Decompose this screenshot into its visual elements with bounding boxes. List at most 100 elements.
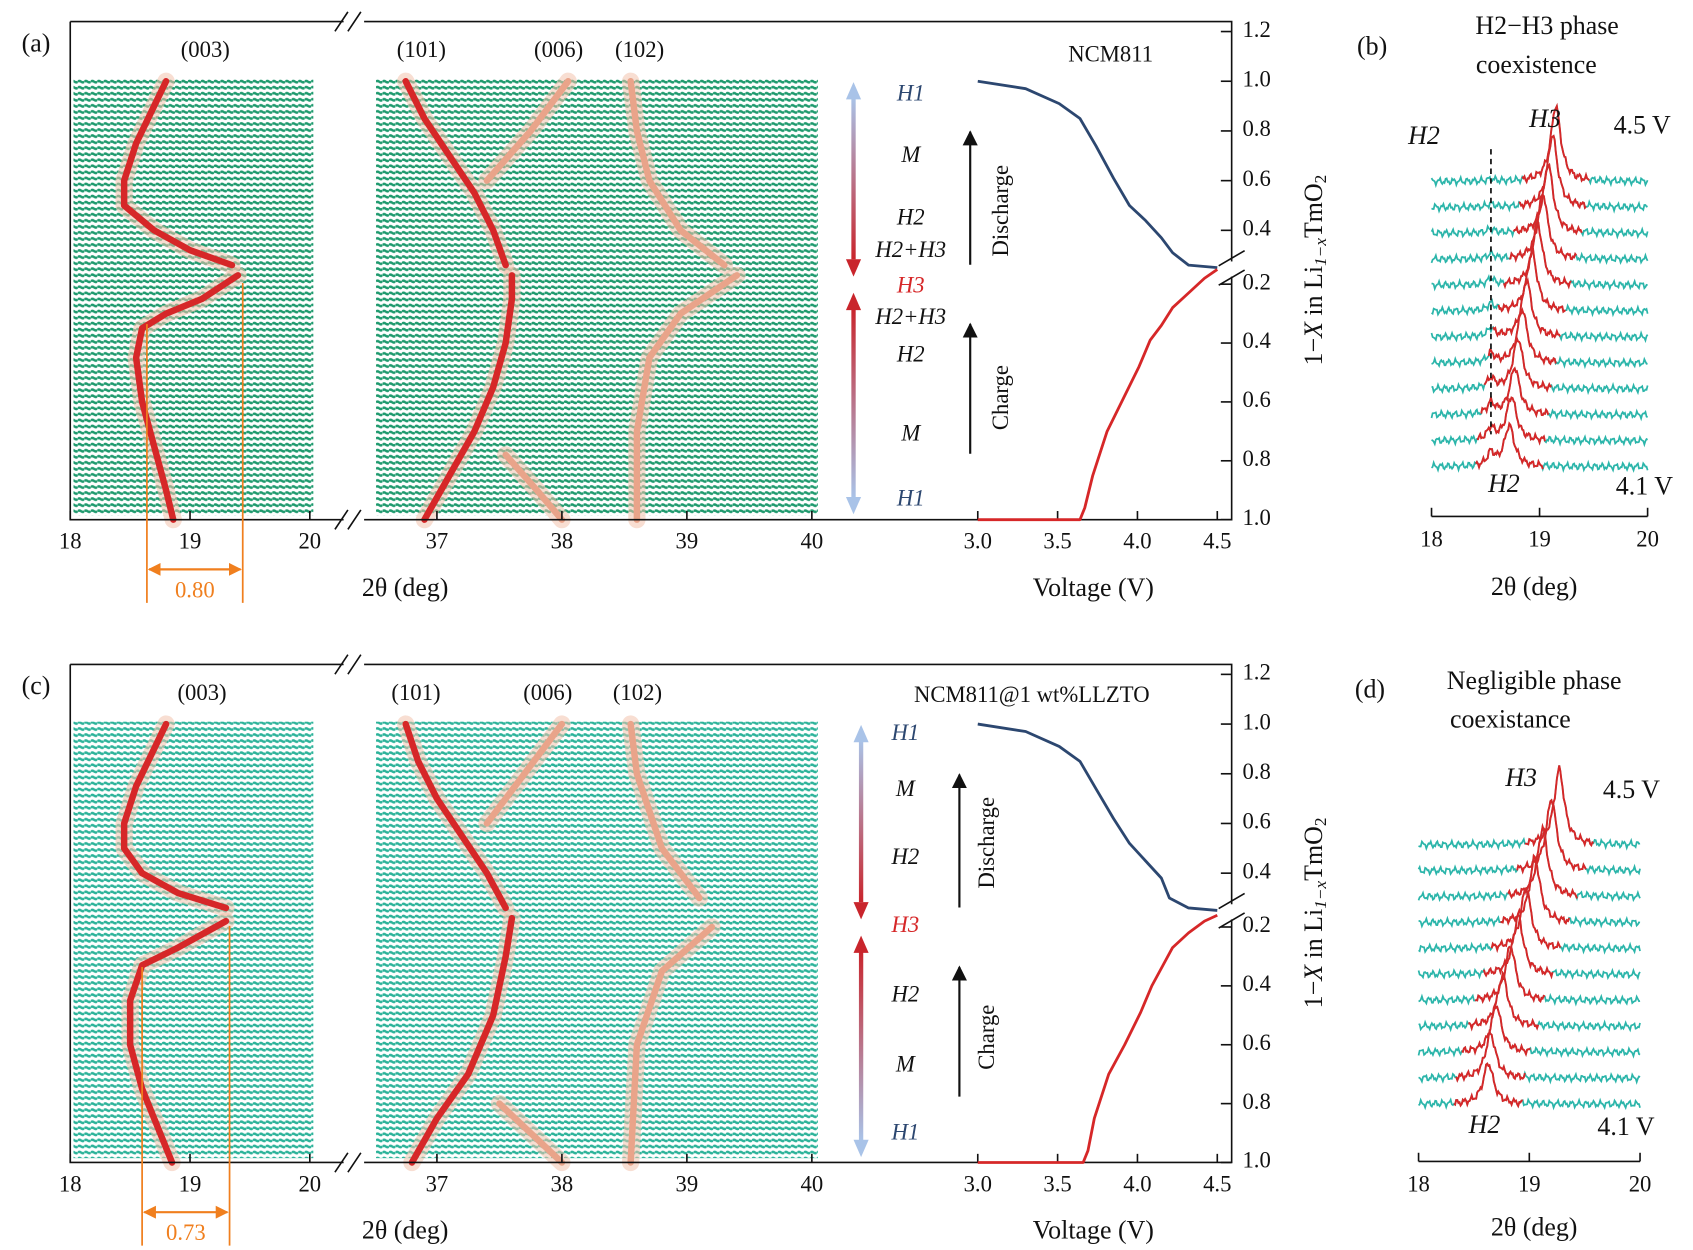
- panel-title: Negligible phase: [1447, 666, 1622, 695]
- voltage-curve: [977, 268, 1219, 522]
- arrow-head: [845, 292, 862, 311]
- y-tick-label: 0.8: [1242, 1089, 1270, 1114]
- x-tick-label: 39: [676, 1171, 699, 1196]
- y-tick-label: 1.2: [1242, 660, 1270, 685]
- peak-trace: [627, 78, 728, 269]
- peak-trace: [421, 272, 516, 523]
- x-tick-label: 37: [426, 1171, 449, 1196]
- x-tick-label: 19: [1518, 1171, 1541, 1196]
- phase-label: H2+H3: [874, 304, 946, 329]
- phase-label: M: [900, 421, 921, 446]
- y-tick-label: 0.2: [1242, 912, 1270, 937]
- xrd-peak: [1468, 970, 1540, 1032]
- y-tick-label: 0.2: [1242, 269, 1270, 294]
- x-tick-label: 20: [298, 529, 321, 554]
- arrow-head: [853, 1139, 869, 1158]
- peak-trace: [496, 1100, 566, 1166]
- peak-trace: [126, 917, 230, 1166]
- sample-label: NCM811@1 wt%LLZTO: [914, 682, 1150, 707]
- arrow-head: [853, 935, 869, 953]
- x-tick-label: 3.0: [964, 529, 992, 554]
- y-label-part: in Li: [1299, 266, 1328, 322]
- y-label-part: X: [1299, 321, 1328, 339]
- y-tick-label: 0.8: [1242, 759, 1270, 784]
- phase-label: H3: [896, 273, 925, 298]
- voltage-label: 4.5 V: [1614, 110, 1671, 139]
- x-tick-label: 38: [551, 529, 574, 554]
- y-label-part: in Li: [1299, 909, 1328, 965]
- x-tick-label: 38: [551, 1171, 574, 1196]
- phase-label: H2: [1487, 469, 1520, 498]
- x-tick-label: 3.0: [964, 1171, 992, 1196]
- y-label-part: 1−: [1299, 338, 1328, 366]
- x-tick-label: 4.0: [1123, 1171, 1151, 1196]
- phase-label: H2: [891, 844, 920, 869]
- phase-label: H1: [891, 720, 920, 745]
- voltage-label: 4.5 V: [1603, 775, 1660, 804]
- panel-label: (c): [22, 671, 51, 700]
- x-axis-label: 2θ (deg): [1491, 1212, 1578, 1241]
- peak-trace: [132, 272, 242, 523]
- peak-label: (101): [391, 680, 440, 705]
- axis-break: [1218, 892, 1246, 929]
- xrd-peak: [1480, 366, 1550, 419]
- axis-break: [1218, 249, 1246, 286]
- peak-trace: [633, 272, 741, 523]
- xrd-peak: [1518, 134, 1587, 211]
- xrd-peak: [1487, 306, 1557, 366]
- phase-label: H3: [1528, 104, 1561, 133]
- y-tick-label: 1.0: [1242, 709, 1270, 734]
- y-tick-label: 0.4: [1242, 216, 1270, 241]
- xrd-peak: [1474, 945, 1546, 1005]
- arrow-head: [853, 902, 869, 920]
- xrd-trace: [1431, 396, 1649, 448]
- peak-trace: [502, 451, 566, 523]
- discharge-label: Discharge: [974, 797, 999, 888]
- x-tick-label: 37: [426, 529, 449, 554]
- xrd-peak: [1500, 853, 1571, 926]
- xrd-trace: [1431, 335, 1649, 396]
- xrd-peak: [1476, 396, 1546, 446]
- y-label-part: 2: [1311, 818, 1330, 827]
- x-tick-label: 19: [1528, 526, 1551, 551]
- x-tick-label: 20: [298, 1171, 321, 1196]
- y-tick-label: 0.8: [1242, 116, 1270, 141]
- split-label: 0.73: [166, 1220, 206, 1245]
- xrd-trace: [1417, 798, 1641, 877]
- voltage-curve: [977, 79, 1218, 270]
- x-axis-label: Voltage (V): [1033, 573, 1154, 602]
- xrd-peak: [1455, 1028, 1526, 1083]
- x-tick-label: 20: [1629, 1171, 1652, 1196]
- waterfall: [375, 721, 818, 1159]
- voltage-curve: [977, 722, 1218, 912]
- peak-label: (102): [613, 680, 662, 705]
- y-tick-label: 0.6: [1242, 166, 1270, 191]
- y-tick-label: 0.4: [1242, 858, 1270, 883]
- x-tick-label: 18: [59, 529, 82, 554]
- x-tick-label: 18: [1407, 1171, 1430, 1196]
- y-label-part: 1−x: [1311, 881, 1330, 909]
- y-label-part: 1−: [1299, 981, 1328, 1009]
- phase-label: H2+H3: [874, 237, 946, 262]
- xrd-trace: [1418, 1029, 1641, 1085]
- xrd-peak: [1483, 335, 1553, 393]
- arrow-head: [853, 724, 869, 743]
- xrd-trace: [1417, 1062, 1641, 1111]
- peak-trace: [483, 78, 572, 184]
- peak-label: (006): [523, 680, 572, 705]
- peak-trace: [627, 720, 703, 902]
- x-tick-label: 40: [801, 1171, 824, 1196]
- x-tick-label: 4.5: [1203, 529, 1231, 554]
- xrd-peak: [1524, 765, 1595, 848]
- panel-label: (b): [1357, 32, 1387, 61]
- peak-trace: [402, 78, 509, 269]
- axis-break: [334, 1152, 362, 1173]
- y-tick-label: 0.6: [1242, 387, 1270, 412]
- xrd-peak: [1492, 277, 1561, 339]
- phase-label: H2: [891, 981, 920, 1006]
- phase-arrow: [851, 97, 856, 260]
- axis-break: [334, 11, 362, 32]
- phase-label: H3: [1504, 763, 1537, 792]
- y-label-part: TmO: [1299, 826, 1328, 881]
